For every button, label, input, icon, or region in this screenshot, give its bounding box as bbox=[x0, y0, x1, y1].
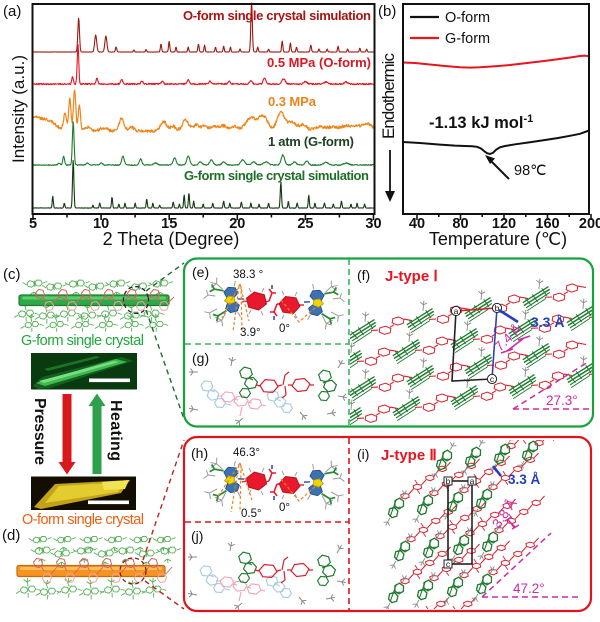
svg-text:Pressure: Pressure bbox=[31, 398, 48, 465]
svg-text:Heating: Heating bbox=[107, 400, 124, 461]
svg-text:80: 80 bbox=[452, 216, 468, 232]
svg-text:O-form single crystal simulati: O-form single crystal simulation bbox=[183, 8, 371, 23]
svg-text:46.3°: 46.3° bbox=[233, 447, 260, 459]
svg-text:J-type Ⅱ: J-type Ⅱ bbox=[381, 447, 437, 464]
svg-text:a: a bbox=[470, 476, 475, 486]
svg-text:38.3 °: 38.3 ° bbox=[233, 269, 263, 281]
svg-text:20: 20 bbox=[229, 216, 245, 232]
svg-text:0°: 0° bbox=[279, 502, 290, 514]
svg-text:40: 40 bbox=[409, 216, 425, 232]
svg-text:47.2°: 47.2° bbox=[513, 581, 545, 596]
svg-text:G-form single crystal: G-form single crystal bbox=[21, 333, 144, 349]
svg-text:3.9°: 3.9° bbox=[240, 327, 261, 339]
svg-text:(j): (j) bbox=[191, 528, 203, 544]
svg-text:G-form: G-form bbox=[445, 31, 490, 47]
svg-text:2 Theta (Degree): 2 Theta (Degree) bbox=[103, 229, 240, 249]
svg-text:(b): (b) bbox=[378, 3, 396, 20]
svg-text:0.3 MPa: 0.3 MPa bbox=[268, 94, 317, 109]
svg-text:(a): (a) bbox=[3, 3, 21, 20]
svg-text:-1.13 kJ mol-1: -1.13 kJ mol-1 bbox=[429, 113, 533, 132]
svg-text:G-form single crystal simulati: G-form single crystal simulation bbox=[184, 168, 369, 183]
svg-text:3.3 Å: 3.3 Å bbox=[508, 472, 541, 487]
svg-text:(c): (c) bbox=[3, 266, 21, 283]
svg-text:10: 10 bbox=[93, 216, 109, 232]
svg-text:0.5°: 0.5° bbox=[241, 508, 262, 520]
svg-text:(f): (f) bbox=[357, 267, 370, 283]
svg-text:(g): (g) bbox=[192, 350, 209, 366]
svg-text:3.3 Å: 3.3 Å bbox=[531, 314, 564, 330]
svg-text:Temperature (℃): Temperature (℃) bbox=[429, 229, 567, 249]
svg-text:5: 5 bbox=[29, 216, 37, 232]
svg-text:c: c bbox=[490, 374, 495, 384]
svg-text:200: 200 bbox=[579, 216, 600, 232]
svg-text:160: 160 bbox=[535, 216, 559, 232]
svg-text:25: 25 bbox=[297, 216, 313, 232]
svg-text:1 atm (G-form): 1 atm (G-form) bbox=[268, 134, 354, 149]
svg-text:0°: 0° bbox=[279, 323, 290, 335]
svg-text:b: b bbox=[495, 303, 500, 313]
svg-text:30: 30 bbox=[365, 216, 381, 232]
svg-text:J-type Ⅰ: J-type Ⅰ bbox=[385, 268, 438, 285]
svg-text:27.3°: 27.3° bbox=[546, 393, 578, 408]
svg-text:O-form single crystal: O-form single crystal bbox=[22, 512, 144, 528]
svg-text:98℃: 98℃ bbox=[514, 163, 546, 179]
svg-text:(d): (d) bbox=[2, 527, 20, 544]
svg-text:(h): (h) bbox=[191, 445, 208, 461]
svg-text:(i): (i) bbox=[357, 446, 369, 462]
svg-text:c: c bbox=[446, 559, 451, 569]
svg-text:b: b bbox=[446, 476, 451, 486]
svg-text:a: a bbox=[454, 306, 459, 316]
svg-text:Endothermic: Endothermic bbox=[379, 53, 398, 140]
svg-text:(e): (e) bbox=[192, 264, 209, 280]
svg-text:120: 120 bbox=[492, 216, 516, 232]
svg-text:O-form: O-form bbox=[445, 10, 490, 26]
svg-text:0.5 MPa (O-form): 0.5 MPa (O-form) bbox=[267, 55, 371, 70]
svg-text:Intensity (a.u.): Intensity (a.u.) bbox=[9, 55, 28, 163]
svg-text:15: 15 bbox=[161, 216, 177, 232]
